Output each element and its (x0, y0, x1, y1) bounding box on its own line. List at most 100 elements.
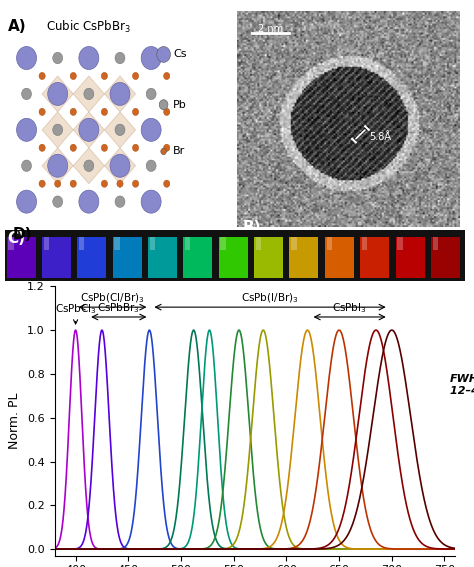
Circle shape (79, 46, 99, 70)
Circle shape (164, 73, 170, 79)
Bar (395, 238, 425, 278)
Bar (327, 238, 332, 250)
Text: Pb: Pb (173, 100, 187, 109)
Circle shape (117, 180, 123, 187)
Circle shape (48, 154, 68, 177)
Circle shape (161, 148, 166, 155)
Text: B): B) (243, 219, 261, 235)
Circle shape (39, 108, 45, 116)
Polygon shape (42, 112, 73, 148)
Bar (256, 238, 261, 250)
Circle shape (53, 52, 63, 64)
Bar (7, 238, 36, 278)
Bar (429, 230, 465, 281)
Bar (431, 238, 460, 278)
Bar (111, 230, 146, 281)
Circle shape (101, 73, 108, 79)
Y-axis label: Norm. PL: Norm. PL (9, 393, 21, 449)
Bar (288, 230, 323, 281)
Circle shape (115, 52, 125, 64)
Polygon shape (104, 112, 136, 148)
Circle shape (53, 124, 63, 136)
Bar (183, 238, 212, 278)
Bar (433, 238, 438, 250)
Text: 2 nm: 2 nm (258, 24, 283, 34)
Text: Cs: Cs (173, 49, 186, 60)
Text: FWHM
12–42 nm: FWHM 12–42 nm (450, 374, 474, 396)
Circle shape (17, 119, 36, 141)
Circle shape (17, 190, 36, 213)
Bar (397, 238, 402, 250)
Bar (79, 238, 84, 250)
Circle shape (141, 190, 161, 213)
Bar (113, 238, 142, 278)
Text: CsPb(I/Br)$_3$: CsPb(I/Br)$_3$ (241, 291, 298, 305)
Bar (254, 238, 283, 278)
Circle shape (157, 46, 171, 62)
Circle shape (70, 180, 76, 187)
Circle shape (70, 144, 76, 151)
Circle shape (79, 190, 99, 213)
Bar (185, 238, 191, 250)
Bar (217, 230, 252, 281)
Circle shape (132, 73, 139, 79)
Text: C): C) (7, 231, 25, 246)
Text: A): A) (8, 19, 27, 33)
Bar (358, 230, 394, 281)
Circle shape (84, 88, 94, 100)
Circle shape (164, 144, 170, 151)
Polygon shape (104, 148, 136, 184)
Circle shape (70, 73, 76, 79)
Circle shape (132, 180, 139, 187)
Circle shape (115, 196, 125, 208)
Text: Cubic CsPbBr$_3$: Cubic CsPbBr$_3$ (46, 19, 131, 35)
Polygon shape (104, 76, 136, 112)
Bar (146, 230, 182, 281)
Bar (323, 230, 358, 281)
Bar (150, 238, 155, 250)
Circle shape (110, 154, 130, 177)
Circle shape (17, 46, 36, 70)
Circle shape (70, 108, 76, 116)
Bar (42, 238, 71, 278)
Circle shape (53, 196, 63, 208)
Circle shape (55, 180, 61, 187)
Bar (291, 238, 297, 250)
Bar (290, 238, 319, 278)
Text: D): D) (12, 227, 32, 242)
Bar (325, 238, 354, 278)
Polygon shape (42, 76, 73, 112)
Polygon shape (73, 148, 104, 184)
Circle shape (39, 73, 45, 79)
Circle shape (110, 82, 130, 105)
Bar (75, 230, 111, 281)
Circle shape (146, 160, 156, 171)
Bar (40, 230, 75, 281)
Circle shape (84, 160, 94, 171)
Bar (362, 238, 367, 250)
Bar (219, 238, 248, 278)
Bar (8, 238, 14, 250)
Polygon shape (73, 76, 104, 112)
Circle shape (159, 100, 168, 110)
Bar (360, 238, 389, 278)
Circle shape (115, 124, 125, 136)
Circle shape (21, 88, 32, 100)
Circle shape (21, 160, 32, 171)
Circle shape (101, 180, 108, 187)
Bar (182, 230, 217, 281)
Polygon shape (73, 112, 104, 148)
Circle shape (132, 144, 139, 151)
Bar (394, 230, 429, 281)
Circle shape (164, 180, 170, 187)
Text: CsPb(Cl/Br)$_3$: CsPb(Cl/Br)$_3$ (80, 291, 145, 305)
Circle shape (141, 46, 161, 70)
Circle shape (146, 88, 156, 100)
Circle shape (101, 108, 108, 116)
Bar (77, 238, 106, 278)
Bar (114, 238, 119, 250)
Text: CsPbBr$_3$: CsPbBr$_3$ (97, 301, 140, 315)
Bar (44, 238, 49, 250)
Circle shape (132, 108, 139, 116)
Circle shape (141, 119, 161, 141)
